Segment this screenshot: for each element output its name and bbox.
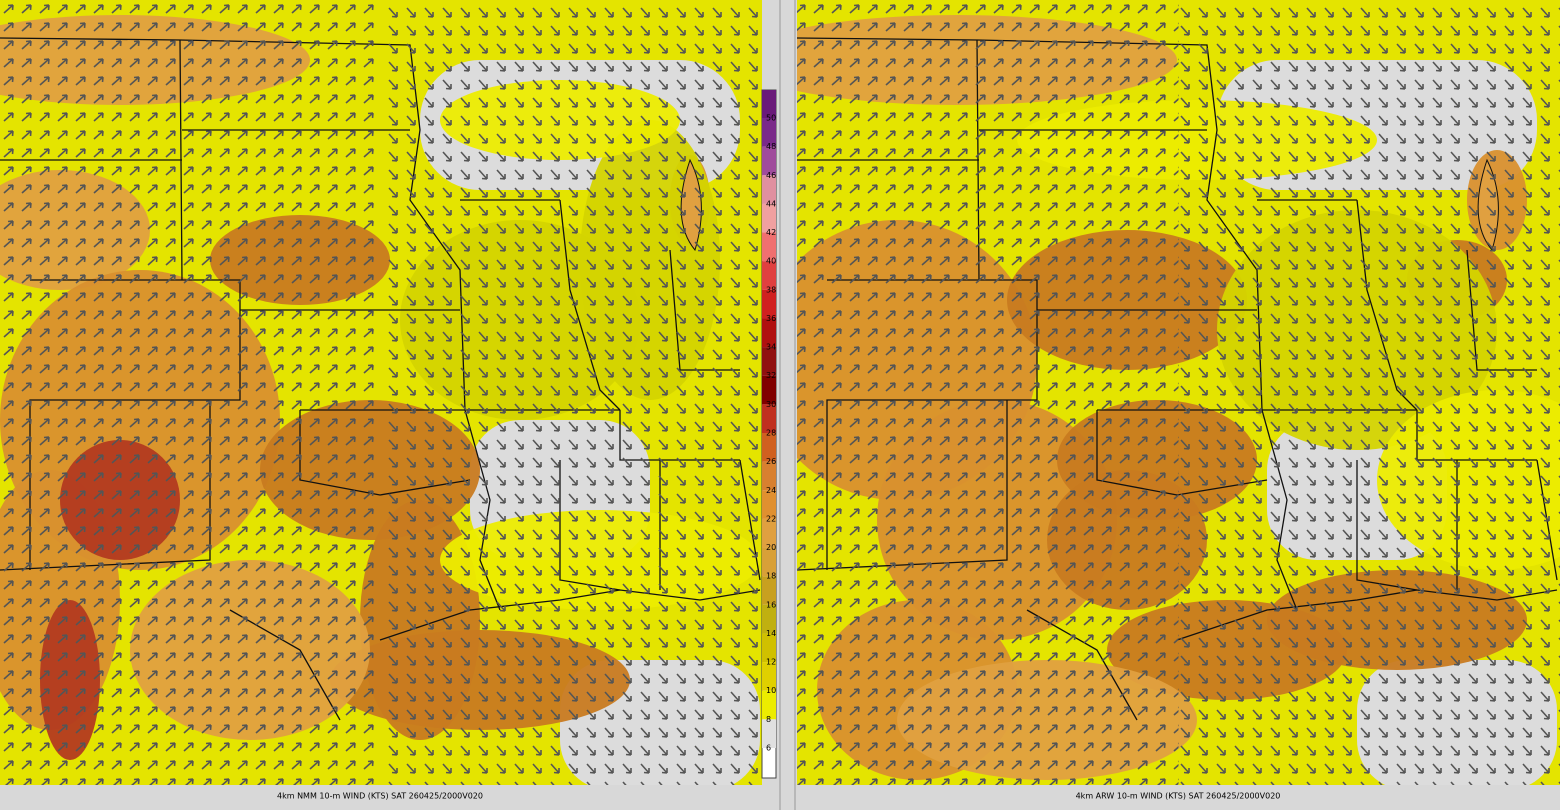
colorbar-label: 30 (766, 400, 776, 409)
colorbar-label: 40 (766, 257, 776, 266)
colorbar-swatch (762, 433, 776, 462)
colorbar-swatch (762, 318, 776, 348)
colorbar-label: 46 (766, 171, 776, 180)
colorbar: 50 48 46 44 42 40 38 36 34 32 30 28 26 24 22 20 18 16 14 12… (761, 89, 777, 779)
colorbar-label: 18 (766, 572, 776, 581)
colorbar-label: 8 (766, 715, 771, 724)
colorbar-label: 24 (766, 486, 776, 495)
wind-arrows (1178, 0, 1560, 785)
colorbar-swatch (762, 490, 776, 519)
colorbar-label: 16 (766, 600, 776, 609)
colorbar-swatch (762, 576, 776, 605)
colorbar-label: 34 (766, 343, 776, 352)
colorbar-label: 12 (766, 658, 776, 667)
map-panel (0, 0, 762, 785)
colorbar-swatch (762, 518, 776, 548)
colorbar-label: 14 (766, 629, 776, 638)
wind-arrows (797, 0, 1179, 785)
colorbar-label: 44 (766, 199, 776, 208)
colorbar-label: 32 (766, 371, 776, 380)
panel-caption: 4km ARW 10-m WIND (KTS) SAT 260425/2000V… (1076, 792, 1281, 801)
colorbar-swatch (762, 461, 776, 491)
colorbar-swatch (762, 404, 776, 433)
colorbar-swatch (762, 604, 776, 634)
colorbar-swatch (762, 289, 776, 319)
colorbar-swatch (762, 232, 776, 262)
colorbar-swatch (762, 633, 776, 663)
colorbar-label: 42 (766, 228, 776, 237)
colorbar-swatch (762, 118, 776, 147)
colorbar-label: 6 (766, 744, 771, 753)
map-panel (797, 0, 1560, 785)
colorbar-label: 50 (766, 114, 776, 123)
colorbar-label: 48 (766, 142, 776, 151)
colorbar-label: 36 (766, 314, 776, 323)
colorbar-swatch (762, 662, 776, 691)
colorbar-swatch (762, 719, 776, 748)
colorbar-swatch (762, 347, 776, 376)
colorbar-swatch (762, 547, 776, 577)
colorbar-swatch (762, 261, 776, 290)
colorbar-label: 10 (766, 686, 776, 695)
colorbar-label: 26 (766, 457, 776, 466)
colorbar-swatch (762, 690, 776, 720)
colorbar-swatch (762, 146, 776, 176)
colorbar-label: 28 (766, 429, 776, 438)
colorbar-swatch (762, 203, 776, 233)
colorbar-cap (762, 90, 776, 118)
panel-caption: 4km NMM 10-m WIND (KTS) SAT 260425/2000V… (277, 792, 483, 801)
colorbar-label: 38 (766, 285, 776, 294)
colorbar-swatch (762, 175, 776, 204)
wind-arrows (381, 0, 762, 785)
colorbar-label: 20 (766, 543, 776, 552)
colorbar-swatch (762, 375, 776, 405)
wind-arrows (0, 0, 381, 785)
colorbar-label: 22 (766, 514, 776, 523)
